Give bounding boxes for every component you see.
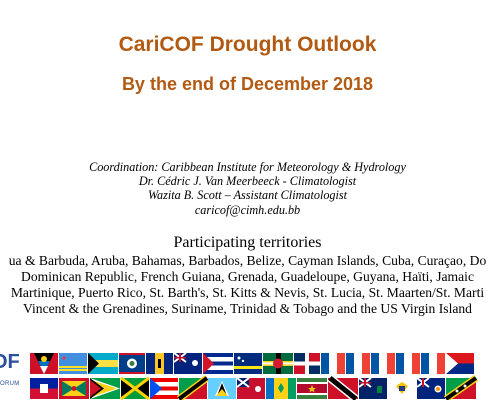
- flag-cuba: [203, 353, 233, 374]
- flag-st-martin: [421, 353, 445, 374]
- flag-dominican: [294, 353, 320, 374]
- flag-usvi: [388, 378, 416, 399]
- flag-trinidad: [327, 374, 359, 400]
- flag-st-kitts-2: [443, 375, 479, 400]
- logo-tagline: ORUM: [0, 381, 20, 387]
- flag-bvi: [358, 377, 387, 399]
- territories-line: Vincent & the Grenadines, Suriname, Trin…: [23, 301, 472, 316]
- flags-strip: [30, 353, 479, 400]
- credits-email: caricof@cimh.edu.bb: [194, 202, 301, 217]
- flag-suriname: [297, 378, 327, 399]
- territories-line: Martinique, Puerto Rico, St. Barth's, St…: [10, 285, 485, 300]
- flag-st-vincent: [266, 378, 296, 399]
- flag-jamaica: [120, 376, 150, 400]
- flag-french-guiana: [321, 353, 345, 374]
- page-title: CariCOF Drought Outlook: [118, 33, 377, 56]
- caricof-logo: OF ORUM: [0, 351, 22, 395]
- credits-coordination: Coordination: Caribbean Institute for Me…: [89, 160, 406, 174]
- territories-heading: Participating territories: [173, 234, 322, 251]
- flag-st-kitts: [176, 375, 210, 400]
- flag-bahamas: [88, 353, 118, 374]
- flag-cayman: [173, 353, 202, 374]
- flag-st-lucia: [208, 378, 236, 399]
- credits-block: Coordination: Caribbean Institute for Me…: [0, 160, 495, 217]
- flag-aruba: [59, 353, 87, 374]
- flag-guyana: [90, 378, 120, 399]
- flag-guadeloupe: [346, 353, 370, 374]
- flag-martinique: [371, 353, 395, 374]
- flag-anguilla: [416, 377, 445, 399]
- territories-line: Dominican Republic, French Guiana, Grena…: [21, 269, 474, 284]
- credits-assistant: Wazita B. Scott – Assistant Climatologis…: [147, 188, 348, 203]
- page-subtitle: By the end of December 2018: [121, 74, 374, 94]
- flag-curacao: [234, 353, 262, 374]
- flag-dominica: [263, 353, 293, 374]
- flag-sint-maarten: [446, 353, 474, 374]
- logo-text: OF: [0, 351, 20, 373]
- flag-barbados: [146, 353, 173, 374]
- territories-list: ua & Barbuda, Aruba, Bahamas, Barbados, …: [0, 253, 495, 317]
- flag-belize: [119, 353, 145, 374]
- flag-grenada: [59, 378, 89, 399]
- credits-climatologist: Dr. Cédric J. Van Meerbeeck - Climatolog…: [138, 174, 357, 189]
- flag-haiti: [30, 378, 58, 399]
- flag-puerto-rico: [150, 378, 178, 399]
- flag-bermuda: [236, 377, 265, 399]
- flag-st-barths: [396, 353, 420, 374]
- flag-antigua: [30, 353, 58, 374]
- territories-line: ua & Barbuda, Aruba, Bahamas, Barbados, …: [8, 253, 487, 268]
